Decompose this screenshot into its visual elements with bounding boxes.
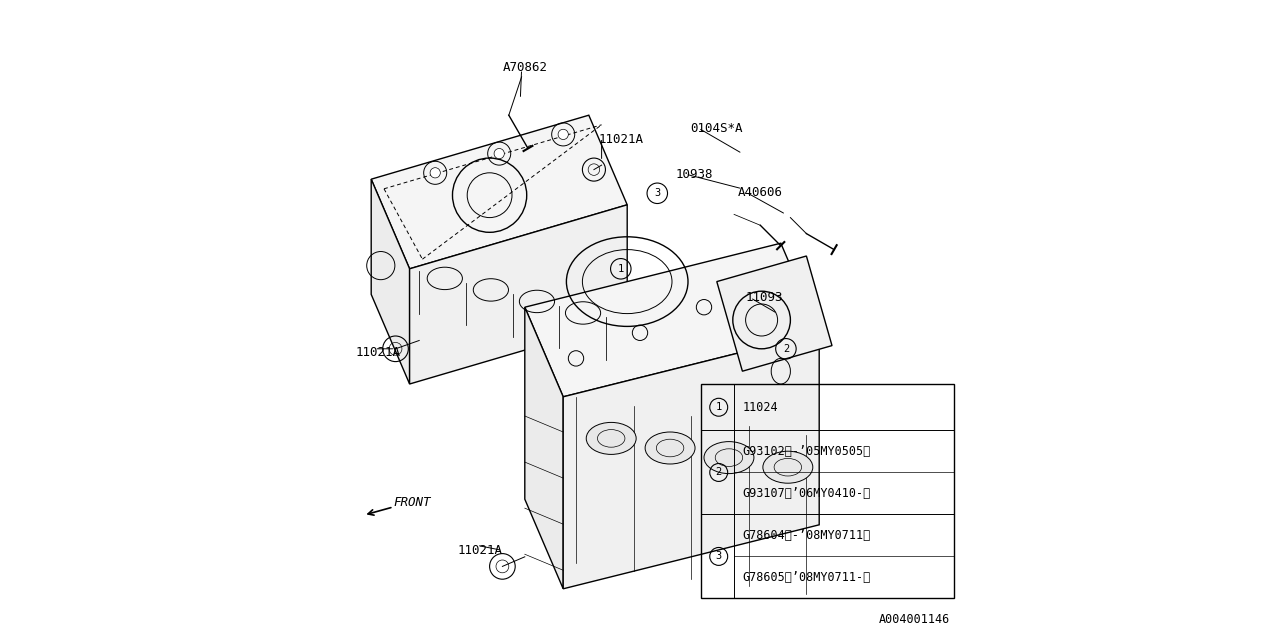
Circle shape <box>558 129 568 140</box>
Ellipse shape <box>645 432 695 464</box>
Polygon shape <box>410 205 627 384</box>
Text: G93107（’06MY0410-）: G93107（’06MY0410-） <box>742 487 870 500</box>
Text: 1: 1 <box>716 403 722 412</box>
Ellipse shape <box>586 422 636 454</box>
Text: 2: 2 <box>716 467 722 477</box>
Text: FRONT: FRONT <box>394 496 431 509</box>
Text: 10938: 10938 <box>676 168 713 180</box>
Text: G78605（’08MY0711-）: G78605（’08MY0711-） <box>742 571 870 584</box>
Text: 11021A: 11021A <box>356 346 401 358</box>
Text: 0104S*A: 0104S*A <box>690 122 742 134</box>
Polygon shape <box>525 307 563 589</box>
Circle shape <box>430 168 440 178</box>
Text: 2: 2 <box>783 344 788 354</box>
Text: 1: 1 <box>618 264 623 274</box>
Text: A70862: A70862 <box>502 61 548 74</box>
Text: 11021A: 11021A <box>458 544 503 557</box>
Text: 3: 3 <box>654 188 660 198</box>
Text: 11021A: 11021A <box>599 133 644 146</box>
Polygon shape <box>371 115 627 269</box>
Ellipse shape <box>763 451 813 483</box>
Polygon shape <box>525 243 819 397</box>
Text: A40606: A40606 <box>737 186 782 198</box>
Text: G93102（-’05MY0505）: G93102（-’05MY0505） <box>742 445 870 458</box>
Polygon shape <box>563 333 819 589</box>
Text: 3: 3 <box>716 552 722 561</box>
Circle shape <box>494 148 504 159</box>
Text: 11093: 11093 <box>745 291 783 304</box>
Polygon shape <box>717 256 832 371</box>
Polygon shape <box>371 179 410 384</box>
Text: G78604（-’08MY0711）: G78604（-’08MY0711） <box>742 529 870 542</box>
Text: A004001146: A004001146 <box>879 613 950 626</box>
Ellipse shape <box>704 442 754 474</box>
Bar <box>701 384 954 598</box>
Text: 11024: 11024 <box>742 401 778 413</box>
